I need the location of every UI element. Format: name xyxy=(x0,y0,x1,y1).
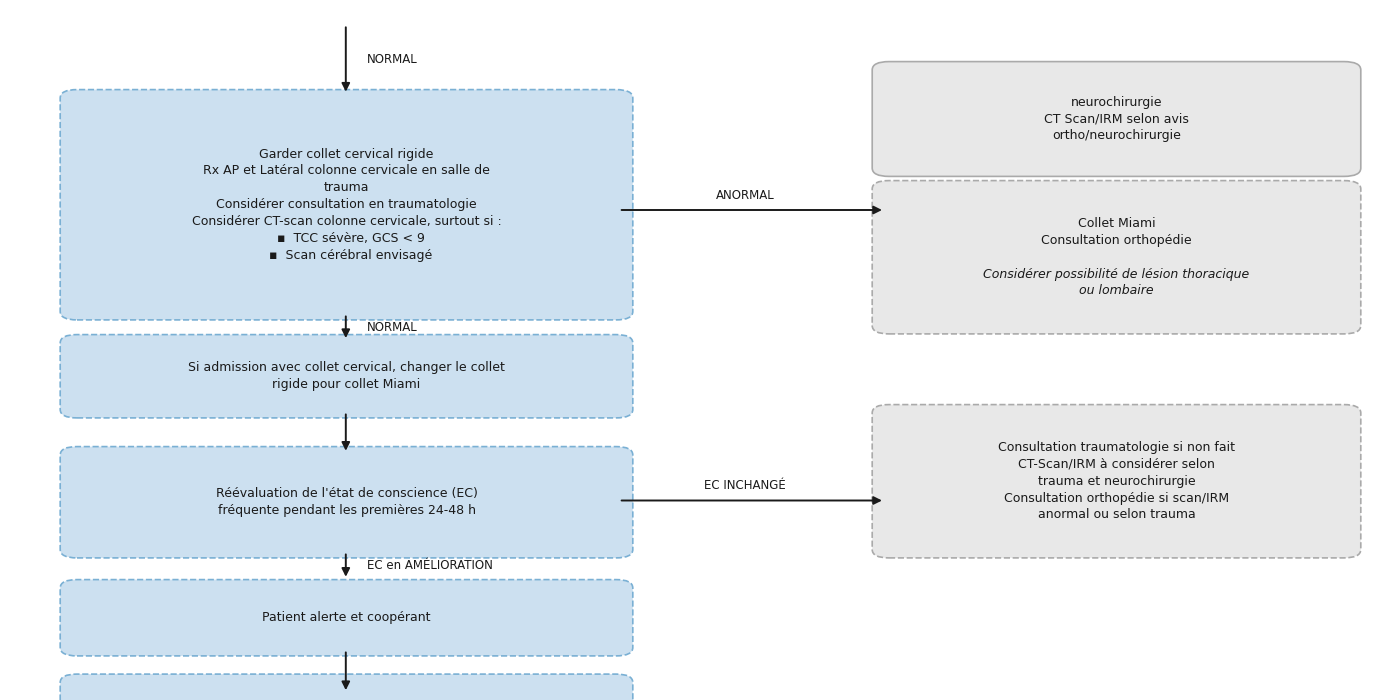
FancyBboxPatch shape xyxy=(872,405,1361,558)
Text: Consultation traumatologie si non fait: Consultation traumatologie si non fait xyxy=(998,441,1235,454)
FancyBboxPatch shape xyxy=(60,335,633,418)
Text: Si admission avec collet cervical, changer le collet: Si admission avec collet cervical, chang… xyxy=(188,361,505,374)
Text: EC en AMÉLIORATION: EC en AMÉLIORATION xyxy=(367,559,493,572)
Text: ▪  TCC sévère, GCS < 9: ▪ TCC sévère, GCS < 9 xyxy=(269,232,424,245)
Text: Considérer CT-scan colonne cervicale, surtout si :: Considérer CT-scan colonne cervicale, su… xyxy=(192,215,501,228)
Text: Patient alerte et coopérant: Patient alerte et coopérant xyxy=(262,611,431,624)
FancyBboxPatch shape xyxy=(872,181,1361,334)
Text: EC INCHANGÉ: EC INCHANGÉ xyxy=(704,479,785,492)
Text: trauma: trauma xyxy=(323,181,370,195)
Text: CT-Scan/IRM à considérer selon: CT-Scan/IRM à considérer selon xyxy=(1018,458,1215,471)
Text: ANORMAL: ANORMAL xyxy=(715,188,774,202)
Text: NORMAL: NORMAL xyxy=(367,53,417,66)
Text: fréquente pendant les premières 24-48 h: fréquente pendant les premières 24-48 h xyxy=(217,504,476,517)
Text: CT Scan/IRM selon avis: CT Scan/IRM selon avis xyxy=(1044,113,1189,125)
Text: Considérer possibilité de lésion thoracique: Considérer possibilité de lésion thoraci… xyxy=(983,267,1250,281)
FancyBboxPatch shape xyxy=(60,674,633,700)
Text: trauma et neurochirurgie: trauma et neurochirurgie xyxy=(1037,475,1196,488)
Text: NORMAL: NORMAL xyxy=(367,321,417,334)
Text: Considérer consultation en traumatologie: Considérer consultation en traumatologie xyxy=(216,198,477,211)
Text: Garder collet cervical rigide: Garder collet cervical rigide xyxy=(259,148,434,160)
FancyBboxPatch shape xyxy=(60,447,633,558)
Text: neurochirurgie: neurochirurgie xyxy=(1071,96,1162,108)
Text: ▪  Scan cérébral envisagé: ▪ Scan cérébral envisagé xyxy=(260,249,433,262)
Text: Collet Miami: Collet Miami xyxy=(1078,217,1155,230)
Text: ortho/neurochirurgie: ortho/neurochirurgie xyxy=(1051,130,1182,142)
FancyBboxPatch shape xyxy=(60,90,633,320)
Text: Rx AP et Latéral colonne cervicale en salle de: Rx AP et Latéral colonne cervicale en sa… xyxy=(203,164,490,178)
Text: Consultation orthopédie: Consultation orthopédie xyxy=(1042,234,1191,247)
Text: ou lombaire: ou lombaire xyxy=(1079,284,1154,298)
Text: Consultation orthopédie si scan/IRM: Consultation orthopédie si scan/IRM xyxy=(1004,491,1229,505)
FancyBboxPatch shape xyxy=(60,580,633,656)
Text: Réévaluation de l'état de conscience (EC): Réévaluation de l'état de conscience (EC… xyxy=(216,487,477,500)
Text: anormal ou selon trauma: anormal ou selon trauma xyxy=(1037,508,1196,522)
Text: rigide pour collet Miami: rigide pour collet Miami xyxy=(273,378,420,391)
FancyBboxPatch shape xyxy=(872,62,1361,176)
